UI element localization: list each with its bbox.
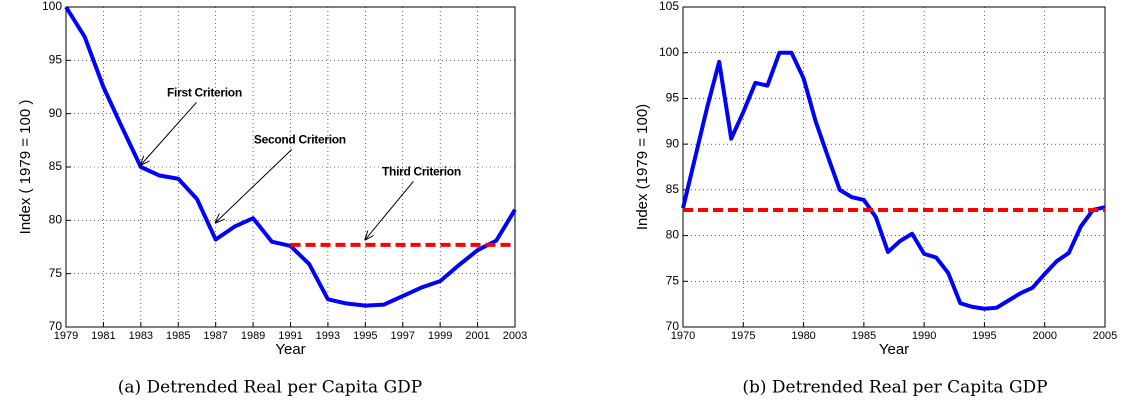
y-tick-label: 95 bbox=[49, 53, 63, 67]
x-tick-label: 1990 bbox=[912, 330, 936, 342]
x-tick-label: 1995 bbox=[353, 330, 377, 342]
x-tick-label: 1993 bbox=[316, 330, 340, 342]
annotation: First Criterion bbox=[167, 86, 242, 100]
y-tick-label: 95 bbox=[666, 91, 680, 105]
y-tick-label: 80 bbox=[49, 213, 63, 227]
x-tick-label: 1991 bbox=[278, 330, 302, 342]
plot-area bbox=[683, 7, 1105, 327]
y-tick-label: 100 bbox=[42, 0, 62, 13]
x-tick-label: 1983 bbox=[129, 330, 153, 342]
y-tick-label: 90 bbox=[666, 136, 680, 150]
y-axis-label: Index (1979 = 100) bbox=[634, 104, 651, 230]
annotation-arrow bbox=[141, 102, 197, 164]
x-tick-label: 1970 bbox=[671, 330, 695, 342]
y-tick-label: 90 bbox=[49, 106, 63, 120]
x-tick-label: 1995 bbox=[972, 330, 996, 342]
annotation-arrow bbox=[216, 148, 293, 222]
y-tick-label: 80 bbox=[666, 228, 680, 242]
x-tick-label: 1989 bbox=[241, 330, 265, 342]
y-tick-label: 85 bbox=[666, 182, 680, 196]
x-tick-label: 2000 bbox=[1032, 330, 1056, 342]
x-axis-label: Year bbox=[275, 341, 305, 358]
x-tick-label: 1980 bbox=[791, 330, 815, 342]
x-tick-label: 2005 bbox=[1093, 330, 1117, 342]
plot-frame bbox=[65, 6, 516, 328]
annotation: Third Criterion bbox=[382, 165, 461, 179]
y-axis-label: Index ( 1979 = 100 ) bbox=[17, 100, 34, 235]
y-tick-label: 75 bbox=[49, 266, 63, 280]
caption: (a) Detrended Real per Capita GDP bbox=[118, 378, 422, 398]
x-tick-label: 1985 bbox=[166, 330, 190, 342]
caption: (b) Detrended Real per Capita GDP bbox=[742, 378, 1047, 398]
x-axis-label: Year bbox=[879, 341, 909, 358]
x-tick-label: 1997 bbox=[391, 330, 415, 342]
x-tick-label: 1985 bbox=[852, 330, 876, 342]
y-tick-label: 85 bbox=[49, 159, 63, 173]
x-tick-label: 1987 bbox=[203, 330, 227, 342]
y-tick-label: 100 bbox=[659, 45, 679, 59]
annotation: Second Criterion bbox=[254, 133, 346, 147]
data-line bbox=[681, 50, 1106, 311]
y-tick-label: 70 bbox=[666, 319, 680, 333]
plot-frame bbox=[682, 6, 1106, 328]
x-tick-label: 1999 bbox=[428, 330, 452, 342]
x-tick-label: 2003 bbox=[503, 330, 527, 342]
x-tick-label: 1981 bbox=[91, 330, 115, 342]
y-tick-label: 75 bbox=[666, 273, 680, 287]
x-tick-label: 2001 bbox=[465, 330, 489, 342]
annotation-arrow bbox=[365, 181, 414, 239]
y-tick-label: 105 bbox=[659, 0, 679, 13]
y-tick-label: 70 bbox=[49, 319, 63, 333]
x-tick-label: 1975 bbox=[731, 330, 755, 342]
x-tick-label: 1979 bbox=[54, 330, 78, 342]
